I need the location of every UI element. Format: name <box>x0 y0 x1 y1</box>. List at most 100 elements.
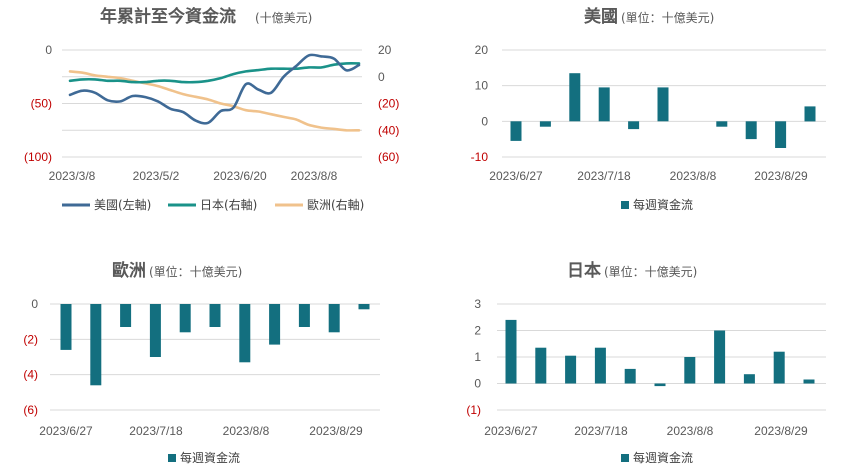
cumulative-title: 年累計至今資金流 <box>100 6 236 27</box>
eu-y-tick: 0 <box>31 297 38 311</box>
eu-bar <box>239 304 251 363</box>
jp-y-tick: 2 <box>474 324 481 338</box>
jp-bar <box>594 347 606 384</box>
us-subtitle: (單位：十億美元) <box>621 10 714 25</box>
jp-chart: 日本 (單位：十億美元) 3 2 1 0 (1)2023/6/27 2023/7/18 20… <box>466 260 826 465</box>
eu-legend-label: 每週資金流 <box>180 450 240 465</box>
us-bar <box>569 73 581 122</box>
jp-plot: 3 2 1 0 (1)2023/6/27 2023/7/18 2023/8/8 2023/8/… <box>466 297 826 465</box>
jp-legend-swatch <box>621 454 629 462</box>
eu-x-tick: 2023/7/18 <box>129 424 183 438</box>
eu-title: 歐洲 <box>112 260 146 281</box>
jp-x-tick: 2023/8/8 <box>667 424 714 438</box>
jp-y-tick: 0 <box>474 377 481 391</box>
us-bar <box>716 121 728 127</box>
cumulative-series <box>68 53 361 132</box>
us-bar <box>804 106 816 122</box>
eu-bar <box>298 304 310 327</box>
us-title: 美國 <box>584 6 618 27</box>
cumulative-x-tick: 2023/5/2 <box>133 169 180 183</box>
jp-bar <box>773 351 785 384</box>
eu-bar <box>120 304 132 327</box>
legend-label-eu: 歐洲(右軸) <box>307 197 364 212</box>
eu-bar <box>149 304 161 357</box>
us-legend-label: 每週資金流 <box>633 197 693 212</box>
jp-bar <box>803 379 815 384</box>
jp-title: 日本 <box>567 260 601 281</box>
jp-y-tick: 3 <box>474 297 481 311</box>
jp-bar <box>743 374 755 384</box>
cumulative-right-axis: 20 0 (20) (40) (60) <box>378 43 399 164</box>
cumulative-right-tick: 20 <box>378 43 392 57</box>
eu-y-tick: (6) <box>23 403 38 417</box>
jp-x-tick: 2023/8/29 <box>754 424 808 438</box>
cumulative-right-tick: 0 <box>378 70 385 84</box>
jp-bar <box>624 368 636 384</box>
jp-bar <box>714 330 726 384</box>
eu-bar <box>269 304 281 345</box>
us-bar <box>745 121 757 140</box>
jp-y-tick: (1) <box>466 403 481 417</box>
cumulative-x-axis: 2023/3/8 2023/5/2 2023/6/20 2023/8/8 <box>49 169 338 183</box>
us-x-tick: 2023/6/27 <box>489 169 543 183</box>
jp-x-tick: 2023/7/18 <box>574 424 628 438</box>
us-bar <box>598 87 610 122</box>
cumulative-legend: 美國(左軸) 日本(右軸) 歐洲(右軸) <box>62 197 364 212</box>
cumulative-x-tick: 2023/3/8 <box>49 169 96 183</box>
series-line-eu <box>68 70 361 132</box>
eu-x-tick: 2023/8/8 <box>223 424 270 438</box>
us-y-tick: 10 <box>475 79 489 93</box>
us-bar <box>628 121 640 130</box>
jp-bar <box>654 383 666 387</box>
cumulative-left-tick: (50) <box>31 97 52 111</box>
jp-bar <box>565 355 577 384</box>
eu-x-tick: 2023/8/29 <box>309 424 363 438</box>
jp-y-tick: 1 <box>474 350 481 364</box>
eu-bar <box>90 304 102 386</box>
jp-bar <box>535 347 547 384</box>
us-bar <box>657 87 669 122</box>
us-bar <box>775 121 787 148</box>
eu-bar <box>60 304 72 350</box>
eu-chart: 歐洲 (單位：十億美元) 0 (2) (4) (6)2023/6/27 2023/7/1… <box>23 260 380 465</box>
us-y-tick: -10 <box>471 150 489 164</box>
jp-x-tick: 2023/6/27 <box>484 424 538 438</box>
eu-bar <box>179 304 191 333</box>
us-bar <box>539 121 551 127</box>
eu-bar <box>358 304 370 310</box>
jp-bar <box>684 357 696 384</box>
cumulative-left-axis: 0 (50) (100) <box>24 43 52 164</box>
us-x-tick: 2023/8/8 <box>670 169 717 183</box>
cumulative-left-tick: (100) <box>24 150 52 164</box>
cumulative-right-tick: (20) <box>378 97 399 111</box>
jp-bar <box>505 319 517 384</box>
jp-subtitle: (單位：十億美元) <box>604 264 697 279</box>
cumulative-x-tick: 2023/6/20 <box>213 169 267 183</box>
us-bar <box>510 121 522 141</box>
eu-y-tick: (2) <box>23 332 38 346</box>
eu-subtitle: (單位：十億美元) <box>149 264 242 279</box>
cumulative-right-tick: (60) <box>378 150 399 164</box>
us-y-tick: 20 <box>475 43 489 57</box>
eu-y-tick: (4) <box>23 368 38 382</box>
cumulative-subtitle: (十億美元) <box>255 11 312 25</box>
cumulative-chart: 年累計至今資金流 (十億美元) 0 (50) (100) 20 0 (20) (40) (6… <box>24 6 399 212</box>
eu-legend-swatch <box>168 454 176 462</box>
us-legend-swatch <box>621 201 629 209</box>
eu-bar <box>328 304 340 333</box>
us-x-tick: 2023/7/18 <box>577 169 631 183</box>
cumulative-right-tick: (40) <box>378 123 399 137</box>
eu-bar <box>209 304 221 327</box>
legend-label-us: 美國(左軸) <box>94 197 151 212</box>
legend-label-jp: 日本(右軸) <box>200 197 257 212</box>
us-y-tick: 0 <box>481 114 488 128</box>
series-line-jp <box>68 62 361 84</box>
cumulative-left-tick: 0 <box>45 43 52 57</box>
eu-plot: 0 (2) (4) (6)2023/6/27 2023/7/18 2023/8/8 2023… <box>23 297 380 465</box>
us-x-tick: 2023/8/29 <box>754 169 808 183</box>
series-line-us <box>68 53 361 125</box>
eu-x-tick: 2023/6/27 <box>39 424 93 438</box>
cumulative-x-tick: 2023/8/8 <box>291 169 338 183</box>
